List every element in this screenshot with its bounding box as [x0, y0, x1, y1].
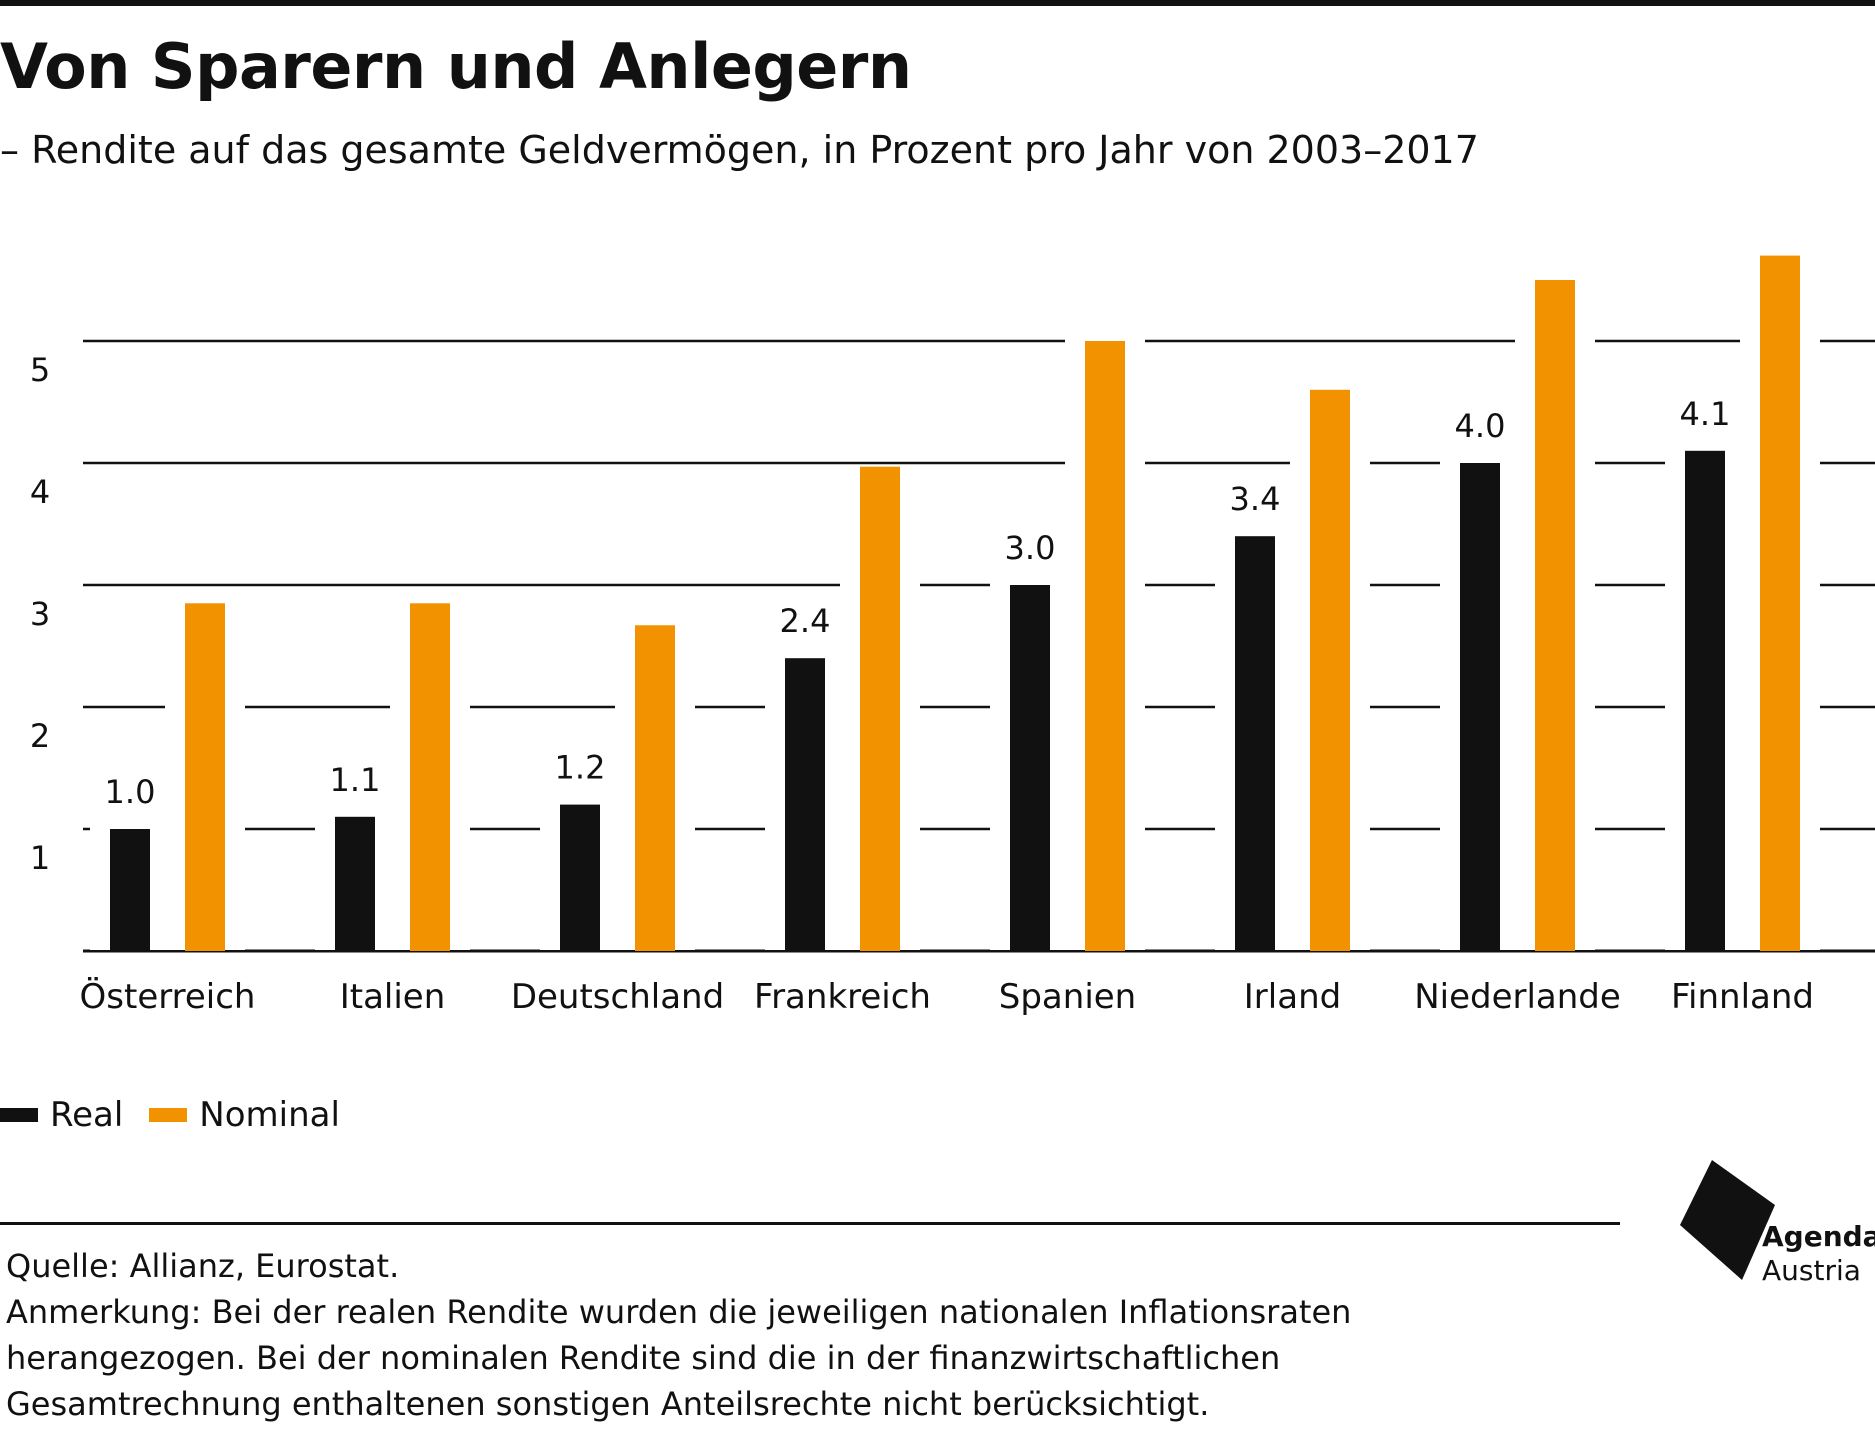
- footer-notes: Quelle: Allianz, Eurostat. Anmerkung: Be…: [6, 1243, 1606, 1427]
- footer-rule: [0, 1222, 1620, 1225]
- bar-real: [1685, 450, 1725, 951]
- y-axis-ticks: 1 2 3 4 5: [30, 351, 50, 877]
- y-tick-label: 2: [30, 717, 50, 755]
- bar-real: [1235, 536, 1275, 951]
- legend-item-real: Real: [0, 1095, 123, 1135]
- value-label: 1.2: [555, 749, 606, 787]
- logo-text-austria: Austria: [1762, 1254, 1861, 1287]
- bar-real: [335, 816, 375, 951]
- category-label: Deutschland: [511, 977, 724, 1017]
- category-label: Irland: [1244, 977, 1341, 1017]
- legend-swatch-real: [0, 1108, 38, 1122]
- value-label: 4.1: [1680, 395, 1731, 433]
- category-label: Niederlande: [1414, 977, 1621, 1017]
- y-tick-label: 3: [30, 595, 50, 633]
- bar-nominal: [1535, 280, 1575, 951]
- y-tick-label: 5: [30, 351, 50, 389]
- bar-nominal: [185, 603, 225, 951]
- legend-label-real: Real: [50, 1095, 124, 1135]
- top-rule: [0, 0, 1875, 6]
- bar-nominal: [635, 625, 675, 951]
- category-labels: Österreich Italien Deutschland Frankreich Sp…: [80, 976, 1815, 1017]
- bar-real: [1460, 463, 1500, 951]
- legend-item-nominal: Nominal: [149, 1095, 340, 1135]
- legend: Real Nominal: [0, 1095, 366, 1135]
- category-label: Frankreich: [754, 977, 931, 1017]
- annotation-line-3: Gesamtrechnung enthaltenen sonstigen Ant…: [6, 1385, 1210, 1423]
- bar-nominal: [1760, 255, 1800, 952]
- bar-real: [785, 658, 825, 951]
- bar-nominal: [1310, 389, 1350, 951]
- annotation-line-2: herangezogen. Bei der nominalen Rendite …: [6, 1339, 1281, 1377]
- category-label: Österreich: [80, 976, 256, 1017]
- legend-swatch-nominal: [149, 1108, 188, 1122]
- bar-real: [1010, 585, 1050, 951]
- y-tick-label: 1: [30, 839, 50, 877]
- category-label: Spanien: [999, 977, 1136, 1017]
- chart-subtitle: – Rendite auf das gesamte Geldvermögen, …: [0, 128, 1479, 172]
- value-label: 3.0: [1005, 529, 1056, 567]
- value-label: 1.1: [330, 761, 381, 799]
- bar-real: [110, 829, 150, 951]
- category-label: Italien: [340, 977, 446, 1017]
- logo-text-agenda: Agenda: [1762, 1220, 1875, 1253]
- bar-chart: 1 2 3 4 5 1.0 1.1 1.2 2.4 3.0 3.4 4.0 4.1 Österreic…: [30, 253, 1875, 1017]
- chart-title: Von Sparern und Anlegern: [0, 30, 912, 103]
- bar-real: [560, 804, 600, 951]
- logo-mark-icon: [1680, 1160, 1775, 1280]
- annotation-line-1: Anmerkung: Bei der realen Rendite wurden…: [6, 1293, 1352, 1331]
- value-label: 3.4: [1230, 480, 1281, 518]
- legend-label-nominal: Nominal: [199, 1095, 340, 1135]
- value-label: 4.0: [1455, 407, 1506, 445]
- agenda-austria-logo: Agenda Austria: [1680, 1160, 1875, 1290]
- value-labels: 1.0 1.1 1.2 2.4 3.0 3.4 4.0 4.1: [105, 395, 1731, 811]
- value-label: 1.0: [105, 773, 156, 811]
- y-tick-label: 4: [30, 473, 50, 511]
- bar-nominal: [410, 603, 450, 951]
- source-note: Quelle: Allianz, Eurostat.: [6, 1247, 400, 1285]
- category-label: Finnland: [1671, 977, 1814, 1017]
- bar-nominal: [1085, 341, 1125, 951]
- bars: [90, 253, 1820, 952]
- value-label: 2.4: [780, 602, 831, 640]
- bar-nominal: [860, 466, 900, 951]
